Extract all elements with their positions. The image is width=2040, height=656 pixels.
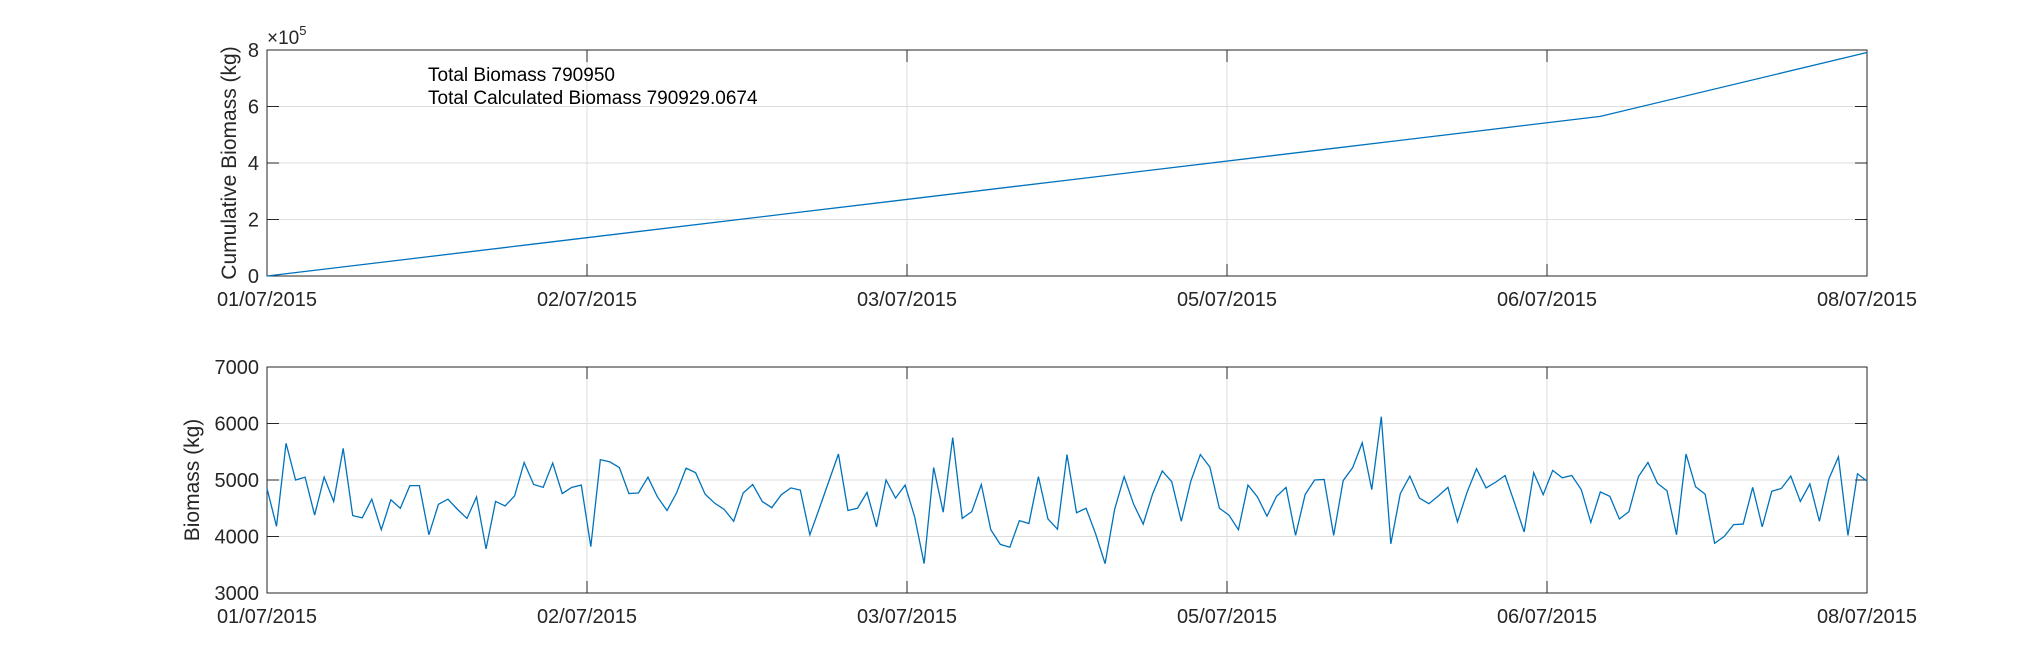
biomass-x-tick-label: 01/07/2015 [217,606,317,628]
cumulative-x-tick-label: 01/07/2015 [217,289,317,311]
cumulative-biomass-chart: 0 2 4 6 8 01/07/2015 02/07/2015 03/07/2015 05/0… [217,23,1917,311]
exponent-base: ×10 [267,28,299,49]
cumulative-series-line [266,51,1868,277]
cumulative-y-axis-label: Cumulative Biomass (kg) [218,46,241,279]
biomass-series-line [266,416,1868,564]
biomass-x-tick-label: 05/07/2015 [1177,606,1277,628]
cumulative-grid [267,50,1867,276]
biomass-y-tick-labels: 3000 4000 5000 6000 7000 [215,357,260,605]
cumulative-x-tick-label: 03/07/2015 [857,289,957,311]
cumulative-ticks [266,49,1868,277]
cumulative-y-tick-label: 4 [248,153,259,175]
biomass-x-tick-label: 02/07/2015 [537,606,637,628]
biomass-chart: 3000 4000 5000 6000 7000 01/07/2015 02/07/201… [181,357,1917,628]
biomass-x-tick-label: 03/07/2015 [857,606,957,628]
biomass-y-tick-label: 4000 [215,527,260,549]
biomass-x-tick-label: 08/07/2015 [1817,606,1917,628]
biomass-y-tick-label: 5000 [215,470,260,492]
cumulative-x-tick-label: 05/07/2015 [1177,289,1277,311]
biomass-x-tick-label: 06/07/2015 [1497,606,1597,628]
cumulative-y-tick-label: 2 [248,210,259,232]
biomass-y-tick-label: 3000 [215,583,260,605]
cumulative-y-tick-label: 8 [248,40,259,62]
cumulative-y-tick-labels: 0 2 4 6 8 [248,40,259,288]
cumulative-x-tick-labels: 01/07/2015 02/07/2015 03/07/2015 05/07/2015… [217,289,1917,311]
biomass-x-tick-labels: 01/07/2015 02/07/2015 03/07/2015 05/07/2015… [217,606,1917,628]
biomass-y-tick-label: 6000 [215,414,260,436]
cumulative-x-tick-label: 08/07/2015 [1817,289,1917,311]
cumulative-y-tick-label: 6 [248,97,259,119]
cumulative-exponent-label: ×105 [267,23,306,49]
exponent-power: 5 [299,23,306,38]
biomass-y-tick-label: 7000 [215,357,260,379]
cumulative-x-tick-label: 02/07/2015 [537,289,637,311]
cumulative-x-tick-label: 06/07/2015 [1497,289,1597,311]
biomass-grid [267,367,1867,593]
cumulative-y-tick-label: 0 [248,266,259,288]
total-biomass-annotation: Total Biomass 790950 [428,65,615,86]
total-calculated-biomass-annotation: Total Calculated Biomass 790929.0674 [428,88,758,109]
biomass-y-axis-label: Biomass (kg) [181,419,204,542]
